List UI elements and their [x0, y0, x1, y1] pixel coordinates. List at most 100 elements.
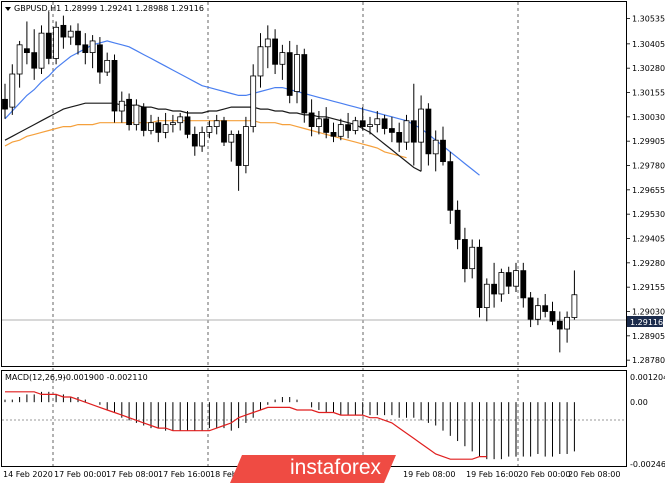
candle-body-bear [323, 118, 330, 133]
candle-body-bear [542, 305, 549, 312]
candle-body-bull [418, 108, 425, 143]
candle [67, 25, 74, 45]
candle-body-bull [257, 46, 264, 77]
candle [469, 239, 476, 279]
candle-body-bull [403, 120, 410, 143]
candle-body-bull [469, 246, 476, 270]
candle-body-bull [483, 283, 490, 309]
candle-body-bear [82, 44, 89, 54]
candle [315, 111, 322, 135]
candle [513, 262, 519, 293]
price-tick-label: 1.30030 [632, 113, 665, 122]
candle [133, 99, 140, 131]
candle [206, 120, 213, 139]
candle-body-bull [294, 54, 300, 92]
candle [345, 112, 352, 139]
candle-body-bear [184, 116, 191, 135]
price-tick-label: 1.29780 [632, 162, 665, 171]
candle [228, 130, 235, 162]
candle [53, 21, 59, 65]
candle [184, 111, 191, 139]
candle-body-bull [199, 132, 206, 147]
candle [571, 270, 578, 320]
macd-histogram [4, 391, 575, 460]
price-tick-label: 1.29155 [632, 283, 665, 292]
candle-body-bull [16, 44, 23, 75]
candle-body-bear [140, 106, 147, 131]
candle-body-bear [31, 52, 38, 69]
candle [264, 25, 271, 69]
candle [199, 126, 206, 152]
current-price-badge: 1.29116 [627, 316, 663, 327]
candle-body-bear [396, 132, 403, 143]
candle [520, 262, 527, 308]
candle [381, 114, 388, 135]
candle [337, 118, 344, 141]
candle [82, 33, 89, 65]
candle-body-bear [301, 54, 308, 114]
candle-body-bull [374, 118, 381, 126]
candle-body-bull [337, 124, 344, 137]
candle [191, 126, 198, 156]
candle-body-bull [169, 122, 176, 126]
candle-body-bear [388, 128, 395, 133]
macd-name: MACD(12,26,9) [5, 373, 66, 382]
price-tick-label: 1.30405 [632, 40, 665, 49]
candle-body-bull [564, 316, 570, 330]
candle [60, 15, 67, 49]
candle [564, 311, 570, 343]
price-badge-bg [627, 316, 663, 327]
price-axis: 1.30535 1.30405 1.30280 1.30155 1.30030 1.299… [626, 15, 665, 365]
candle-body-bull [67, 30, 74, 38]
candle [126, 93, 132, 131]
candle-body-bull [264, 38, 271, 48]
ma-black-line [4, 102, 422, 172]
day-separators [52, 2, 519, 466]
candle-body-bear [221, 120, 227, 143]
candle-body-bull [9, 73, 16, 108]
candle [403, 114, 410, 150]
dropdown-triangle-icon[interactable] [5, 7, 11, 11]
candle-body-bear [527, 297, 534, 320]
candle-body-bear [505, 272, 512, 287]
candle-body-bull [367, 124, 373, 127]
price-tick-label: 1.29530 [632, 210, 665, 219]
candle [75, 23, 81, 55]
ohlc-values: 1.28999 1.29241 1.28988 1.29116 [64, 4, 204, 13]
candle [213, 114, 220, 135]
macd-values: -0.001900 -0.002110 [63, 373, 148, 382]
candle [498, 268, 505, 302]
candle-body-bear [23, 48, 30, 54]
macd-tick-label: -0.002464 [630, 460, 665, 469]
candle-body-bear [97, 44, 103, 73]
candle [527, 292, 534, 328]
candle [294, 44, 300, 104]
candle [31, 29, 38, 80]
price-tick-label: 1.28905 [632, 332, 665, 341]
watermark-text: instaforex [290, 456, 382, 479]
price-tick-label: 1.29905 [632, 137, 665, 146]
candle-body-bear [454, 209, 461, 240]
candle [97, 37, 103, 84]
candle [9, 64, 16, 115]
candle-body-bull [133, 104, 140, 126]
candle-body-bear [60, 24, 67, 38]
candle [461, 227, 468, 283]
time-tick-label: 20 Feb 00:00 [518, 470, 570, 479]
candle [432, 130, 439, 172]
candle-body-bear [491, 283, 498, 295]
price-badge-text: 1.29116 [630, 318, 663, 327]
candle [272, 29, 279, 75]
time-tick-label: 14 Feb 2020 [3, 470, 53, 479]
candle-body-bull [53, 26, 59, 59]
candle [23, 21, 30, 65]
candle-body-bear [272, 38, 279, 65]
candle [308, 99, 315, 137]
candle [374, 111, 381, 133]
candle-body-bull [315, 118, 322, 127]
candle-body-bear [556, 320, 563, 330]
candle [330, 122, 337, 143]
macd-header: MACD(12,26,9) -0.001900 -0.002110 [5, 373, 148, 382]
candle [148, 114, 154, 135]
